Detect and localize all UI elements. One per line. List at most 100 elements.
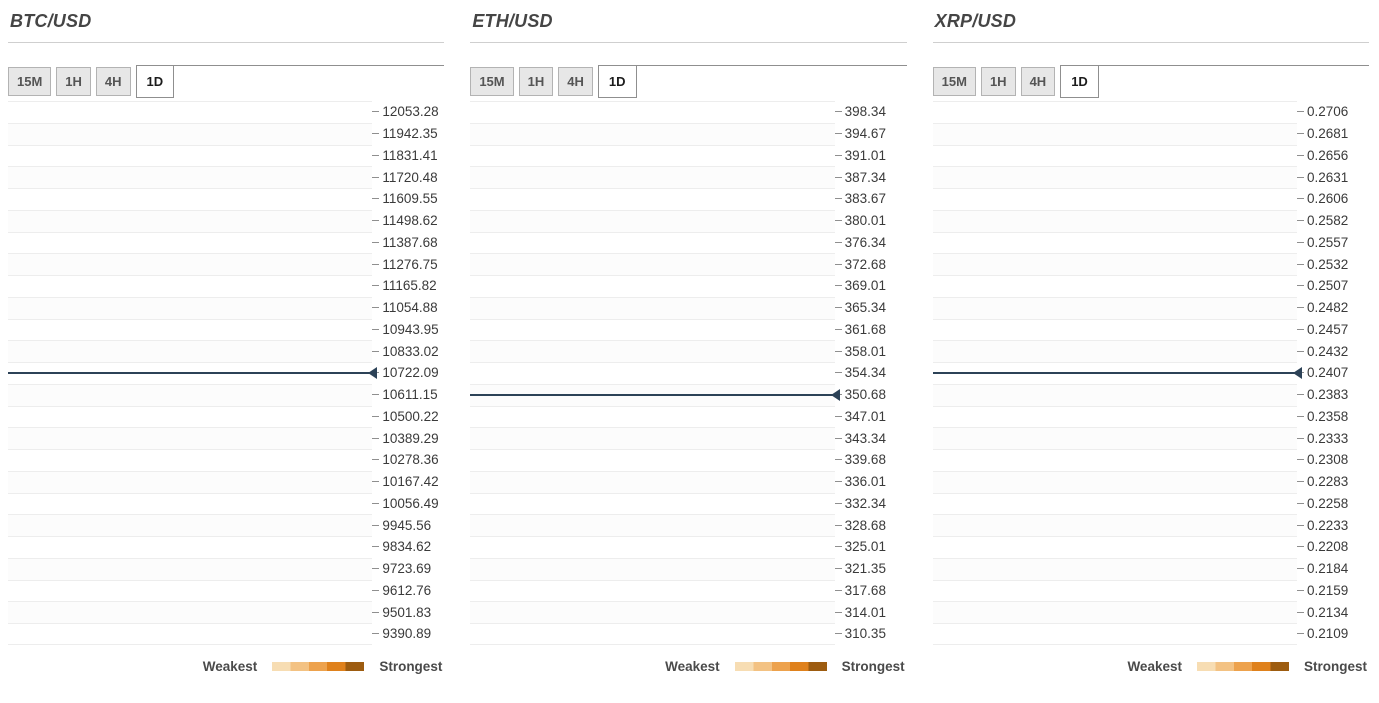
- row-plot: [470, 536, 835, 558]
- axis-tick: [834, 633, 842, 635]
- axis-tick: [372, 328, 380, 330]
- axis-tick: [372, 589, 380, 591]
- axis-cell: 9834.62: [372, 536, 444, 558]
- price-row: 10943.95: [8, 318, 444, 341]
- axis-tick: [372, 241, 380, 243]
- timeframe-tab-15m[interactable]: 15M: [8, 67, 52, 96]
- price-label: 10722.09: [382, 365, 439, 381]
- price-label: 0.2358: [1307, 408, 1349, 424]
- axis-tick: [834, 198, 842, 200]
- strength-gradient-bar: [734, 661, 827, 671]
- price-row: 310.35: [470, 623, 906, 645]
- price-label: 0.2582: [1307, 213, 1349, 229]
- price-label: 0.2134: [1307, 604, 1349, 620]
- price-row: 0.2283: [932, 470, 1369, 493]
- axis-tick: [834, 285, 842, 287]
- axis-cell: 12053.28: [372, 101, 444, 123]
- price-row: 0.2706: [932, 101, 1369, 123]
- axis-cell: 11942.35: [372, 123, 444, 145]
- panel-eth-usd: ETH/USD 15M 1H 4H 1D 398.34 394.67 391.01 387.34…: [470, 4, 907, 674]
- row-plot: [932, 275, 1297, 297]
- timeframe-tab-1d[interactable]: 1D: [597, 65, 637, 98]
- row-plot: [470, 514, 835, 536]
- timeframe-tab-15m[interactable]: 15M: [932, 67, 976, 96]
- axis-tick: [1297, 502, 1304, 504]
- row-plot: [932, 492, 1297, 515]
- axis-tick: [1297, 133, 1304, 135]
- price-row: 376.34: [470, 231, 907, 254]
- price-label: 383.67: [844, 191, 886, 207]
- axis-tick: [834, 611, 842, 613]
- price-row: 0.2159: [932, 579, 1369, 602]
- price-row: 321.35: [470, 557, 906, 580]
- timeframe-tab-1h[interactable]: 1H: [980, 67, 1016, 96]
- price-row: 0.2358: [932, 405, 1369, 428]
- axis-tick: [834, 459, 842, 461]
- axis-cell: 10722.09: [372, 362, 444, 384]
- price-row: 0.2482: [932, 296, 1369, 319]
- row-plot: [8, 209, 373, 232]
- price-row: 0.2507: [932, 275, 1369, 297]
- axis-cell: 358.01: [834, 340, 907, 362]
- axis-tick: [372, 502, 380, 504]
- price-label: 9723.69: [382, 561, 432, 577]
- price-row: 339.68: [470, 449, 906, 471]
- axis-cell: 350.68: [834, 384, 907, 406]
- row-plot: [932, 209, 1297, 232]
- pair-title-eth-usd: ETH/USD: [470, 12, 907, 43]
- row-plot: [470, 340, 835, 362]
- price-row: 0.2631: [932, 166, 1369, 188]
- row-plot: [932, 623, 1297, 645]
- timeframe-tab-4h[interactable]: 4H: [558, 67, 593, 96]
- axis-cell: 0.2432: [1297, 340, 1369, 362]
- price-row: 0.2109: [932, 623, 1369, 645]
- pair-title-btc-usd: BTC/USD: [8, 12, 445, 43]
- row-plot: [470, 601, 835, 623]
- price-row: 0.2184: [932, 557, 1369, 580]
- row-plot: [932, 536, 1297, 558]
- timeframe-tab-1h[interactable]: 1H: [56, 67, 91, 96]
- price-label: 398.34: [844, 104, 886, 120]
- axis-tick: [834, 328, 842, 330]
- price-row: 11054.88: [8, 296, 444, 319]
- price-label: 328.68: [844, 517, 886, 533]
- axis-cell: 0.2457: [1297, 319, 1369, 341]
- price-row: 394.67: [470, 122, 906, 145]
- timeframe-tab-1h[interactable]: 1H: [518, 67, 554, 96]
- price-label: 11831.41: [382, 147, 438, 163]
- row-plot: [932, 579, 1297, 602]
- price-row: 9390.89: [8, 623, 444, 645]
- price-label: 0.2159: [1307, 582, 1349, 598]
- timeframe-tab-1d[interactable]: 1D: [135, 65, 175, 98]
- axis-cell: 11387.68: [372, 232, 444, 254]
- axis-tick: [1297, 481, 1304, 483]
- row-plot: [470, 449, 835, 471]
- confluence-chart: 0.2706 0.2681 0.2656 0.2631 0.2606 0.2582 0.25…: [932, 101, 1369, 645]
- pair-title-xrp-usd: XRP/USD: [932, 12, 1369, 43]
- axis-cell: 387.34: [834, 166, 907, 188]
- timeframe-tab-4h[interactable]: 4H: [95, 67, 131, 96]
- row-plot: [470, 296, 835, 319]
- price-row: 336.01: [470, 470, 906, 493]
- timeframe-tab-4h[interactable]: 4H: [1020, 67, 1056, 96]
- row-plot: [932, 340, 1297, 362]
- price-label: 387.34: [844, 169, 886, 185]
- price-label: 11498.62: [382, 213, 438, 229]
- panel-btc-usd: BTC/USD 15M 1H 4H 1D 12053.28 11942.35 11831.41…: [8, 4, 445, 674]
- axis-tick: [1297, 568, 1304, 570]
- axis-cell: 376.34: [834, 232, 907, 254]
- row-plot: [8, 318, 373, 341]
- row-plot: [470, 470, 835, 493]
- legend-weakest-label: Weakest: [1127, 658, 1182, 674]
- price-label: 11387.68: [382, 234, 438, 250]
- timeframe-tab-15m[interactable]: 15M: [470, 67, 514, 96]
- axis-tick: [1297, 154, 1304, 156]
- row-plot: [470, 166, 835, 188]
- axis-tick: [1297, 633, 1304, 635]
- timeframe-tab-1d[interactable]: 1D: [1060, 65, 1099, 98]
- current-price-line: [8, 372, 376, 375]
- row-plot: [932, 449, 1297, 471]
- axis-tick: [372, 437, 380, 439]
- price-label: 0.2457: [1307, 321, 1349, 337]
- price-row: 11387.68: [8, 231, 444, 254]
